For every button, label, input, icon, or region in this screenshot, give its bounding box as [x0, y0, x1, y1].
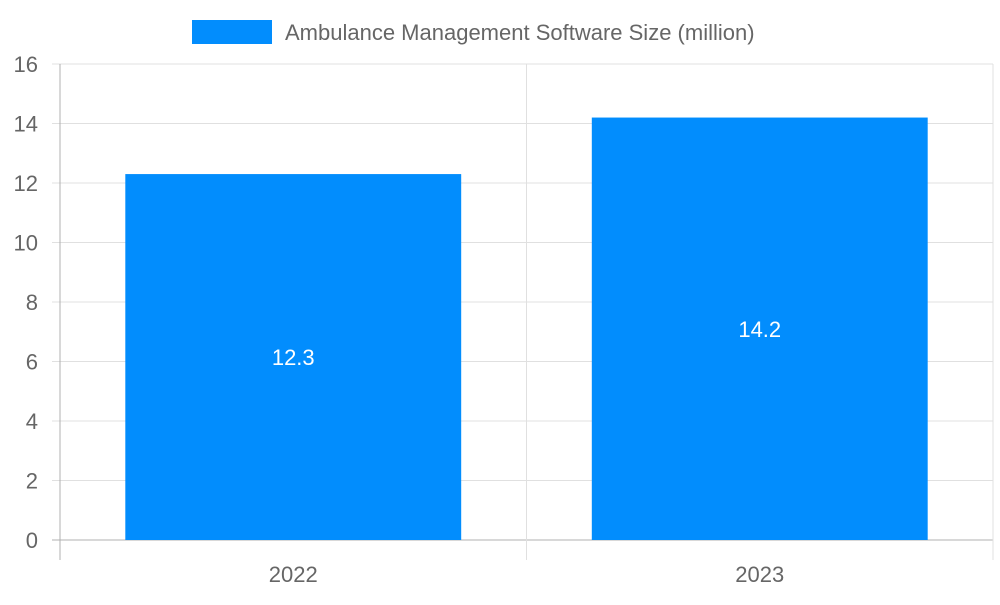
y-tick-label: 4 [26, 409, 38, 434]
y-tick-label: 6 [26, 350, 38, 375]
legend-label[interactable]: Ambulance Management Software Size (mill… [285, 20, 755, 45]
legend-swatch[interactable] [192, 20, 272, 44]
bar-2023 [591, 117, 928, 541]
bar-2022 [125, 174, 462, 540]
y-tick-label: 12 [14, 171, 38, 196]
x-tick-label: 2023 [735, 562, 784, 587]
y-tick-label: 14 [14, 112, 38, 137]
y-tick-label: 8 [26, 290, 38, 315]
y-tick-label: 0 [26, 528, 38, 553]
data-label: 12.3 [272, 345, 315, 370]
axes: 0 2 4 6 8 10 12 14 16 2022 2023 [14, 52, 785, 587]
y-tick-label: 2 [26, 469, 38, 494]
data-label: 14.2 [738, 317, 781, 342]
y-tick-label: 10 [14, 231, 38, 256]
y-tick-label: 16 [14, 52, 38, 77]
bars: 12.3 14.2 [125, 117, 928, 541]
x-tick-label: 2022 [269, 562, 318, 587]
legend[interactable]: Ambulance Management Software Size (mill… [192, 20, 755, 45]
